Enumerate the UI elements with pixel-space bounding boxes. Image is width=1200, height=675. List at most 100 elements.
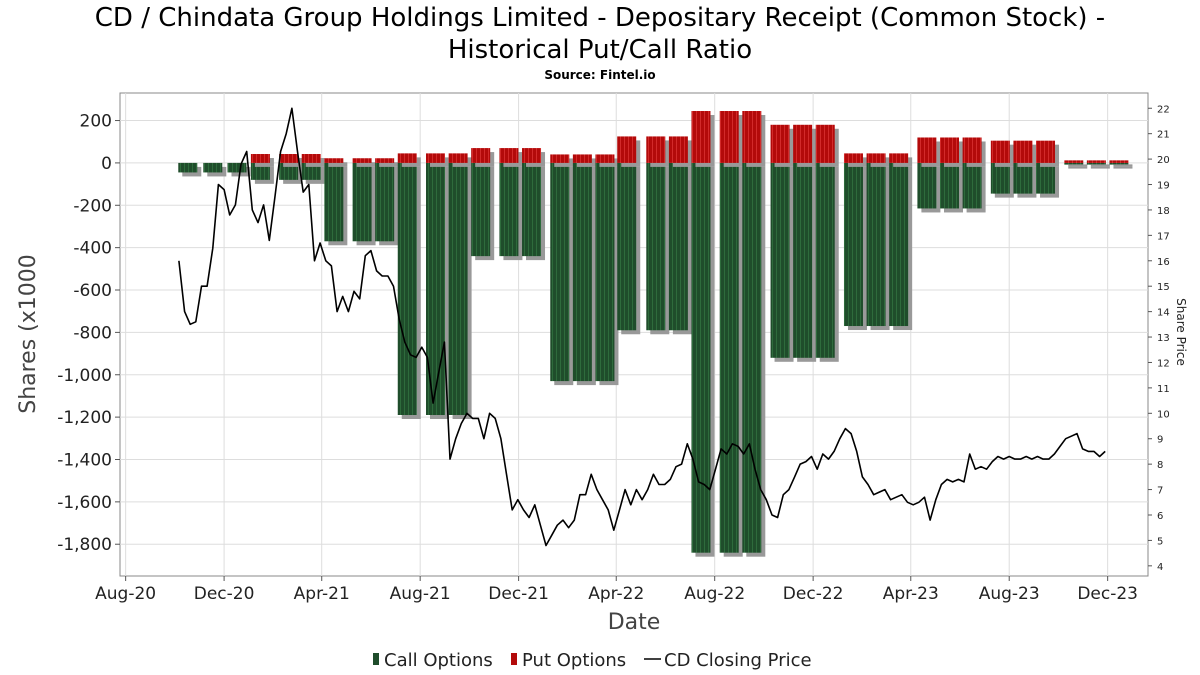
- put-bar: [595, 154, 615, 163]
- y2-tick-label: 13: [1157, 333, 1170, 344]
- put-bar: [770, 124, 790, 163]
- put-bar-shadow: [328, 162, 348, 167]
- put-bar: [990, 140, 1010, 163]
- call-bar: [522, 162, 542, 257]
- call-bar: [1109, 162, 1129, 165]
- x-tick-label: Dec-20: [194, 584, 255, 604]
- x-axis-ticks: Aug-20 Dec-20 Apr-21 Aug-21 Dec-21 Apr-22 Aug-…: [95, 576, 1138, 604]
- call-bar: [1036, 162, 1056, 194]
- put-bar: [889, 153, 909, 163]
- call-bar: [279, 162, 299, 180]
- call-bar: [691, 162, 711, 553]
- y2-tick-label: 14: [1157, 308, 1170, 319]
- y-tick-label: 200: [80, 112, 112, 132]
- call-bar: [843, 162, 863, 327]
- y2-tick-label: 5: [1157, 536, 1163, 547]
- y2-tick-label: 21: [1157, 130, 1170, 141]
- put-bar: [572, 154, 592, 163]
- y-tick-label: 0: [101, 154, 112, 174]
- call-bar: [917, 162, 937, 209]
- legend: Call Options Put Options CD Closing Pric…: [373, 650, 812, 671]
- put-bar: [940, 137, 960, 163]
- put-bar-shadow: [1090, 164, 1110, 167]
- call-bar: [499, 162, 519, 257]
- x-tick-label: Aug-21: [390, 584, 451, 604]
- call-bar: [227, 162, 247, 173]
- put-bar: [617, 136, 637, 163]
- y2-tick-label: 6: [1157, 511, 1163, 522]
- call-bar: [1013, 162, 1033, 194]
- put-bar: [1086, 160, 1106, 163]
- legend-price-label: CD Closing Price: [664, 650, 812, 671]
- put-bar: [962, 137, 982, 163]
- put-bar: [448, 153, 468, 163]
- call-bar: [250, 162, 270, 180]
- put-bar: [522, 148, 542, 163]
- legend-call-label: Call Options: [384, 650, 493, 671]
- y-tick-label: -1,800: [57, 535, 112, 555]
- y2-tick-label: 10: [1157, 409, 1170, 420]
- y2-tick-label: 7: [1157, 486, 1163, 497]
- bars-group: [178, 111, 1133, 557]
- y-axis-ticks: 200 0 -200 -400 -600 -800 -1,000 -1,200 -1,400 -1…: [57, 112, 120, 555]
- put-bar: [1064, 160, 1084, 163]
- call-bar: [203, 162, 223, 173]
- y2-tick-label: 4: [1157, 562, 1163, 573]
- call-bar: [719, 162, 739, 553]
- chart-title-line2: Historical Put/Call Ratio: [448, 35, 752, 65]
- put-bar: [646, 136, 666, 163]
- x-tick-label: Dec-21: [488, 584, 549, 604]
- call-bar: [793, 162, 813, 358]
- call-bar: [1086, 162, 1106, 165]
- call-bar: [397, 162, 417, 415]
- call-bar: [889, 162, 909, 327]
- call-bar: [375, 162, 395, 242]
- call-bar: [940, 162, 960, 209]
- put-bar: [324, 158, 344, 163]
- y2-tick-label: 11: [1157, 384, 1170, 395]
- y2-tick-label: 16: [1157, 257, 1170, 268]
- put-bar: [1013, 140, 1033, 163]
- call-bar: [572, 162, 592, 382]
- y-tick-label: -1,200: [57, 408, 112, 428]
- call-bar: [990, 162, 1010, 194]
- call-bar: [668, 162, 688, 331]
- y2-axis-label: Share Price: [1174, 298, 1188, 366]
- y-tick-label: -1,000: [57, 366, 112, 386]
- call-bar: [1064, 162, 1084, 165]
- put-bar: [499, 148, 519, 163]
- call-bar: [815, 162, 835, 358]
- y2-tick-label: 15: [1157, 282, 1170, 293]
- call-bar: [471, 162, 491, 257]
- put-bar: [375, 158, 395, 163]
- call-bar: [426, 162, 446, 415]
- call-bar: [742, 162, 762, 553]
- put-bar: [301, 154, 321, 163]
- y-tick-label: -400: [73, 239, 112, 259]
- call-bar: [352, 162, 372, 242]
- put-bar: [426, 153, 446, 163]
- y-tick-label: -600: [73, 281, 112, 301]
- call-bar: [595, 162, 615, 382]
- y2-tick-label: 8: [1157, 460, 1163, 471]
- put-bar: [1036, 140, 1056, 163]
- put-bar-shadow: [1068, 164, 1088, 167]
- call-bar: [301, 162, 321, 180]
- call-bar-shadow: [1090, 166, 1110, 169]
- y2-tick-label: 18: [1157, 206, 1170, 217]
- put-bar: [1109, 160, 1129, 163]
- y-tick-label: -200: [73, 196, 112, 216]
- put-bar-shadow: [379, 162, 399, 167]
- y2-tick-label: 20: [1157, 155, 1170, 166]
- x-axis-label: Date: [608, 610, 661, 635]
- y-tick-label: -1,400: [57, 450, 112, 470]
- put-bar: [352, 158, 372, 163]
- y2-tick-label: 9: [1157, 435, 1163, 446]
- call-bar: [770, 162, 790, 358]
- y2-tick-label: 22: [1157, 104, 1170, 115]
- x-tick-label: Aug-20: [95, 584, 156, 604]
- put-bar: [719, 111, 739, 163]
- y2-tick-label: 19: [1157, 181, 1170, 192]
- x-tick-label: Aug-22: [684, 584, 745, 604]
